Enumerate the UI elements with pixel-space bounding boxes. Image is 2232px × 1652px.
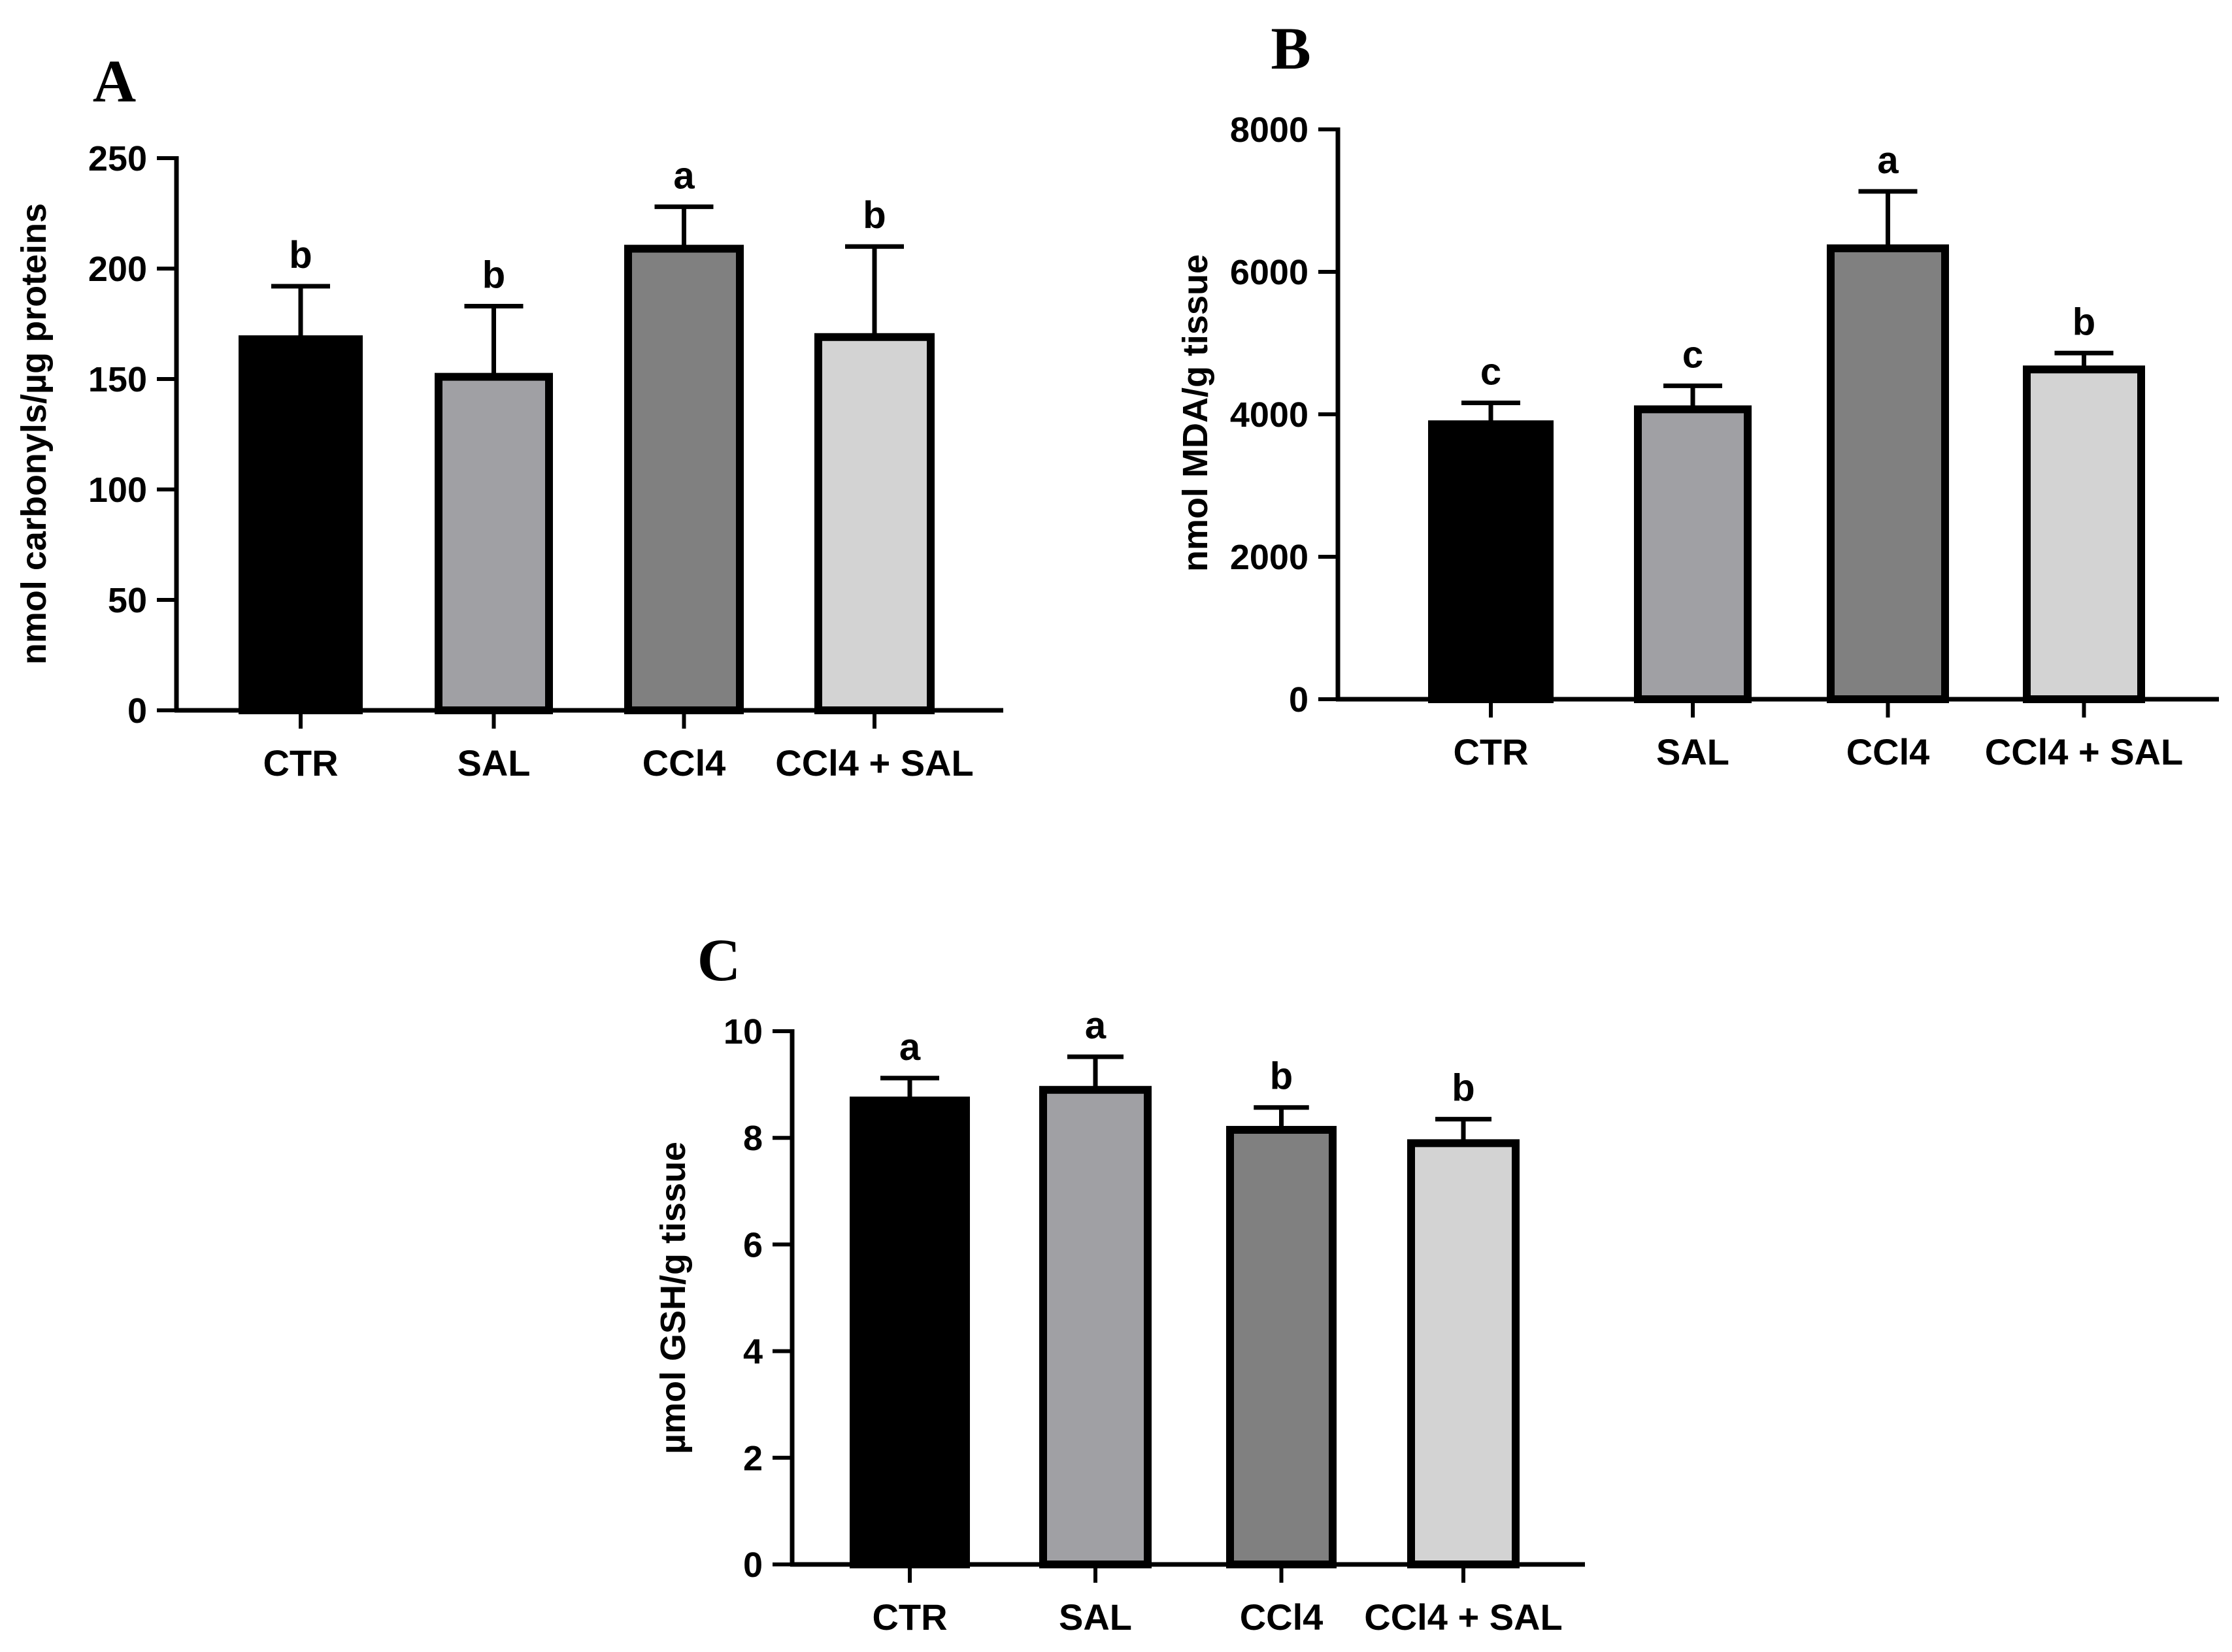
y-axis-title: nmol MDA/g tissue	[1176, 254, 1215, 572]
x-tick-label: CCl4	[642, 742, 726, 784]
y-tick-label: 250	[88, 139, 147, 178]
significance-label: a	[1085, 1004, 1107, 1047]
x-tick-label: SAL	[1059, 1596, 1132, 1638]
y-tick-label: 200	[88, 250, 147, 289]
significance-label: b	[1452, 1067, 1474, 1110]
bar-ctr	[239, 335, 363, 714]
y-tick-label: 0	[743, 1545, 763, 1585]
y-tick-label: 150	[88, 360, 147, 399]
significance-label: c	[1682, 333, 1703, 376]
panel-letter-c: C	[697, 927, 741, 993]
y-axis-title: nmol carbonyls/µg proteins	[14, 203, 54, 665]
y-tick-label: 4000	[1230, 395, 1308, 435]
y-tick-label: 0	[127, 691, 147, 731]
significance-label: b	[482, 254, 505, 296]
panel-letter-b: B	[1271, 15, 1310, 82]
y-tick-label: 8	[743, 1119, 763, 1158]
bar-ccl4-sal	[814, 333, 935, 714]
bar-sal	[1634, 405, 1752, 703]
bar-ccl4	[624, 244, 744, 714]
significance-label: b	[289, 234, 312, 276]
significance-label: b	[1270, 1055, 1293, 1098]
y-tick-label: 50	[108, 581, 147, 620]
y-tick-label: 6000	[1230, 253, 1308, 292]
significance-label: c	[1480, 351, 1501, 393]
bar-ccl4	[1827, 244, 1949, 703]
x-tick-label: CCl4 + SAL	[1985, 731, 2183, 772]
significance-label: a	[899, 1026, 921, 1068]
x-tick-label: CCl4	[1240, 1596, 1324, 1638]
panel-letter-a: A	[93, 48, 136, 114]
significance-label: b	[863, 194, 886, 237]
bar-sal	[1039, 1085, 1152, 1568]
significance-label: a	[1877, 139, 1899, 182]
x-tick-label: CTR	[1453, 731, 1528, 772]
y-tick-label: 8000	[1230, 110, 1308, 150]
bar-ccl4	[1226, 1125, 1337, 1568]
y-tick-label: 10	[724, 1012, 763, 1051]
x-tick-label: CTR	[872, 1596, 947, 1638]
bar-ccl4-sal	[2023, 365, 2145, 704]
y-tick-label: 100	[88, 471, 147, 510]
y-tick-label: 4	[743, 1332, 763, 1372]
x-tick-label: CCl4	[1846, 731, 1930, 772]
x-tick-label: CTR	[263, 742, 338, 784]
x-tick-label: CCl4 + SAL	[775, 742, 973, 784]
y-tick-label: 2	[743, 1439, 763, 1478]
y-axis-title: µmol GSH/g tissue	[654, 1142, 693, 1454]
significance-label: b	[2073, 301, 2095, 343]
y-tick-label: 2000	[1230, 538, 1308, 577]
bar-ctr	[1428, 420, 1554, 703]
y-tick-label: 0	[1289, 680, 1308, 719]
x-tick-label: SAL	[1656, 731, 1729, 772]
bar-sal	[435, 372, 553, 714]
bar-ctr	[850, 1097, 970, 1568]
y-tick-label: 6	[743, 1225, 763, 1264]
x-tick-label: CCl4 + SAL	[1364, 1596, 1562, 1638]
x-tick-label: SAL	[458, 742, 531, 784]
significance-label: a	[673, 154, 695, 197]
bar-ccl4-sal	[1407, 1139, 1520, 1568]
